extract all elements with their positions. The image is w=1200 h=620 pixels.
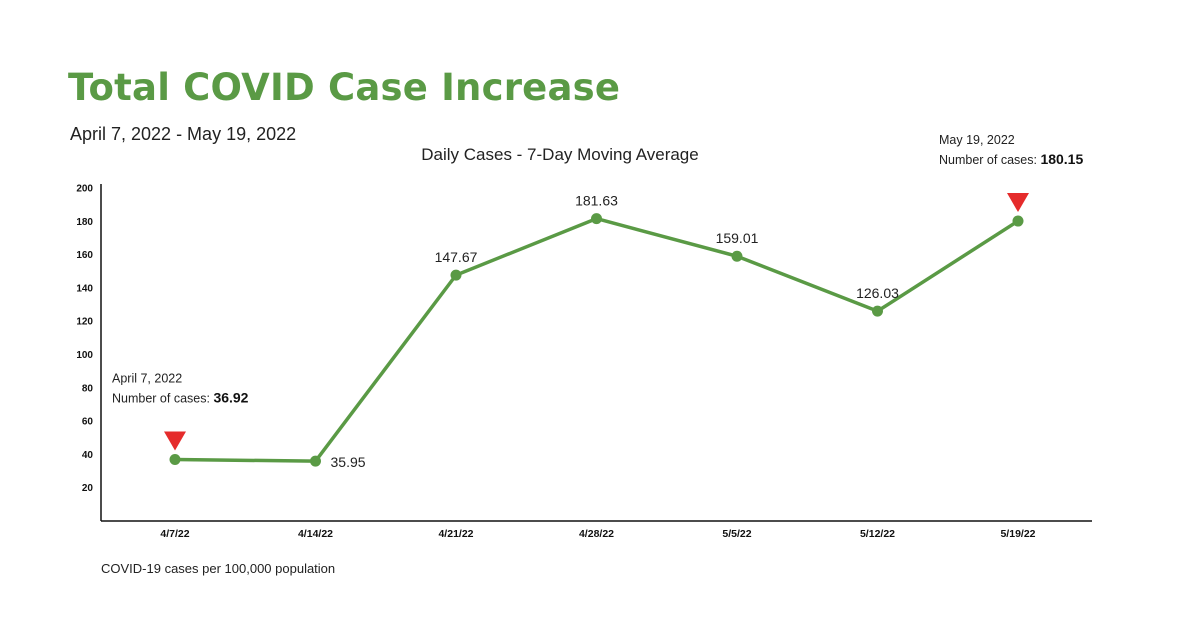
y-tick-label: 20 <box>82 483 94 494</box>
annotation-date: April 7, 2022 <box>112 372 182 386</box>
annotation-label: Number of cases: <box>112 392 213 406</box>
page-title: Total COVID Case Increase <box>68 66 621 109</box>
x-tick-label: 5/5/22 <box>722 528 751 540</box>
data-label: 147.67 <box>435 249 478 265</box>
pointer-triangle-icon <box>164 431 186 451</box>
annotation-value: 180.15 <box>1040 151 1083 167</box>
x-tick-label: 4/21/22 <box>438 528 473 540</box>
data-point <box>591 213 602 225</box>
chart-title: Daily Cases - 7-Day Moving Average <box>421 145 699 164</box>
annotation-label: Number of cases: <box>939 153 1040 167</box>
data-point <box>310 455 321 467</box>
data-label: 126.03 <box>856 285 899 301</box>
date-range: April 7, 2022 - May 19, 2022 <box>70 124 297 144</box>
x-tick-label: 5/12/22 <box>860 528 895 540</box>
x-tick-label: 4/7/22 <box>160 528 189 540</box>
data-point <box>731 250 743 262</box>
y-tick-label: 160 <box>76 250 93 261</box>
x-tick-label: 5/19/22 <box>1000 528 1035 540</box>
annotation-value: 36.92 <box>213 390 248 406</box>
y-tick-label: 80 <box>82 383 94 394</box>
footnote: COVID-19 cases per 100,000 population <box>101 561 336 576</box>
data-point <box>450 269 462 281</box>
y-tick-label: 100 <box>76 350 93 361</box>
series-line <box>173 216 1020 463</box>
y-tick-label: 40 <box>82 450 94 461</box>
pointer-triangle-icon <box>1007 193 1029 213</box>
y-tick-label: 120 <box>76 317 93 328</box>
data-label: 181.63 <box>575 193 618 209</box>
x-tick-label: 4/14/22 <box>298 528 333 540</box>
x-tick-label: 4/28/22 <box>579 528 614 540</box>
annotation-text: Number of cases: 36.92 <box>112 390 249 406</box>
data-label: 35.95 <box>331 454 366 470</box>
y-tick-label: 180 <box>76 217 93 228</box>
y-tick-label: 140 <box>76 283 93 294</box>
data-point <box>169 454 181 466</box>
y-tick-label: 60 <box>82 417 94 428</box>
data-point <box>872 305 883 317</box>
y-tick-label: 200 <box>76 184 93 195</box>
data-point <box>1012 215 1024 227</box>
annotation-text: Number of cases: 180.15 <box>939 151 1083 167</box>
annotation-date: May 19, 2022 <box>939 133 1015 147</box>
data-label: 159.01 <box>716 230 759 246</box>
